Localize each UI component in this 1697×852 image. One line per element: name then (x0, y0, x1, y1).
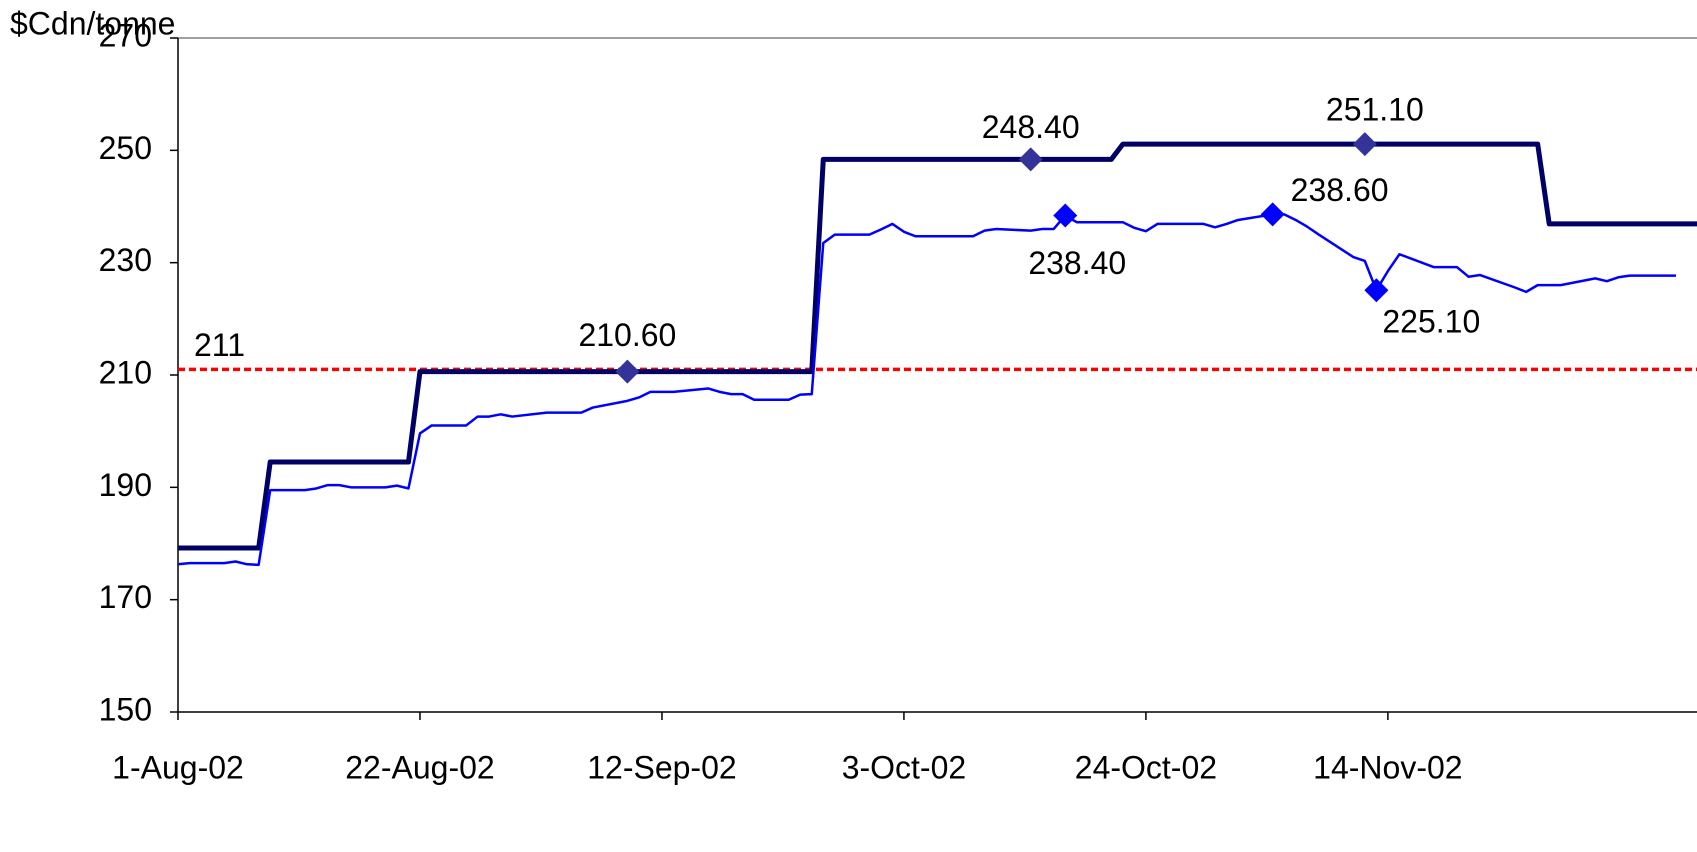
data-label: 238.60 (1291, 172, 1389, 208)
x-tick-label: 22-Aug-02 (345, 749, 494, 785)
y-tick-label: 170 (99, 579, 152, 615)
marker (1053, 203, 1078, 228)
y-tick-label: 250 (99, 130, 152, 166)
x-tick-label: 1-Aug-02 (112, 749, 244, 785)
x-tick-label: 12-Sep-02 (587, 749, 736, 785)
x-tick-label: 3-Oct-02 (842, 749, 966, 785)
series-line (178, 141, 1697, 551)
data-label: 251.10 (1326, 92, 1424, 128)
y-axis-label: $Cdn/tonne (10, 5, 175, 41)
y-tick-label: 210 (99, 354, 152, 390)
data-label: 248.40 (982, 109, 1080, 145)
data-label: 238.40 (1028, 245, 1126, 281)
data-label: 210.60 (578, 317, 676, 353)
x-tick-label: 24-Oct-02 (1075, 749, 1217, 785)
reference-label: 211 (194, 327, 245, 363)
y-tick-label: 270 (99, 17, 152, 53)
marker (615, 359, 640, 384)
x-tick-label: 14-Nov-02 (1313, 749, 1462, 785)
marker (1352, 132, 1377, 157)
marker (1018, 147, 1043, 172)
y-tick-label: 190 (99, 467, 152, 503)
series-line (177, 213, 1676, 567)
data-label: 225.10 (1382, 304, 1480, 340)
y-tick-label: 230 (99, 242, 152, 278)
marker (1364, 278, 1389, 303)
marker (1260, 202, 1285, 227)
y-tick-label: 150 (99, 691, 152, 727)
